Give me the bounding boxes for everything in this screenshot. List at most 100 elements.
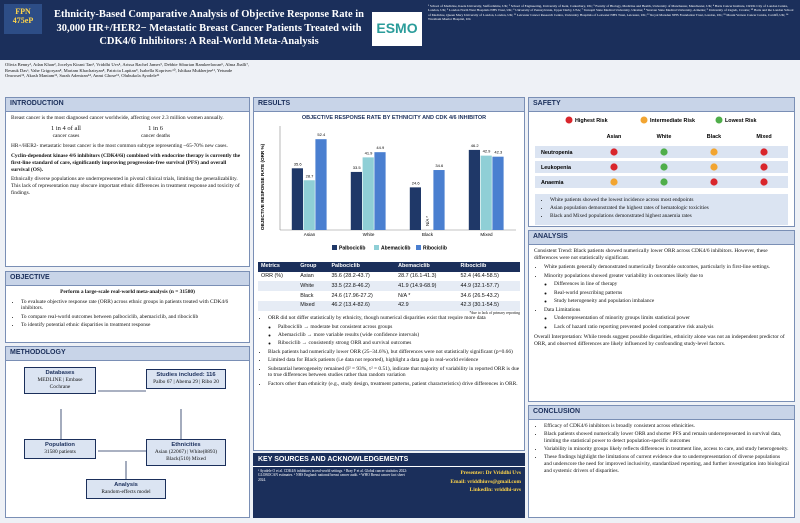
- affiliations: ¹ School of Medicine, Keele University, …: [428, 4, 794, 22]
- paragraph: Perform a large-scale real-world meta-an…: [60, 288, 195, 295]
- bar: [409, 187, 421, 230]
- list-item: ORR did not differ statistically by ethn…: [268, 315, 520, 322]
- presenter: Presenter: Dr Vriddhi Uvs: [460, 470, 521, 476]
- box: Studies included: 116 Palbo 67 | Abema 29…: [146, 369, 226, 389]
- table-cell: 24.6 (17.96-27.2): [331, 292, 373, 299]
- table-cell: [258, 281, 298, 291]
- paragraph: Cyclin-dependent kinase 4/6 inhibitors (…: [11, 153, 241, 173]
- safety-grid: Highest Risk Intermediate Risk Lowest Risk…: [535, 116, 788, 188]
- sources: KEY SOURCES AND ACKNOWLEDGEMENTS ¹ Ayode…: [253, 453, 525, 518]
- table-cell: White: [297, 281, 329, 291]
- column-header: White: [657, 134, 672, 140]
- table-cell: Black: [300, 292, 314, 299]
- row-label: Leukopenia: [541, 165, 572, 171]
- risk-dot: [610, 163, 618, 171]
- value-label: 24.6: [412, 180, 421, 185]
- value-label: 35.6: [294, 161, 303, 166]
- header: FPN 475eP Ethnicity-Based Comparative Ana…: [0, 0, 800, 60]
- list-item: To identify potential ethnic disparities…: [21, 322, 244, 329]
- table-cell: 44.9 (32.1-57.7): [457, 281, 520, 291]
- table-row: Black 24.6 (17.96-27.2) N/A * 34.6 (26.5-43…: [258, 291, 520, 301]
- value-label: 41.9: [365, 150, 374, 155]
- box-text: Palbo 67 | Abema 29 | Ribo 20: [153, 379, 219, 386]
- box: Population 31580 patients: [24, 439, 96, 459]
- value-label: 44.9: [376, 145, 385, 150]
- linkedin: LinkedIn: vriddhi-uvs: [469, 487, 521, 494]
- table-cell: Asian: [300, 273, 314, 279]
- table-cell: 42.9: [395, 300, 458, 311]
- row-label: Anaemia: [541, 180, 564, 186]
- box-title: Ethnicities: [171, 442, 201, 448]
- stat: 1 in 6 cancer deaths: [141, 125, 170, 140]
- legend-label: Ribociclib: [423, 245, 447, 251]
- x-tick-label: Asian: [304, 232, 316, 237]
- table-row: ORR (%) Asian 35.6 (28.2-43.7) 28.7 (16.1-4…: [258, 272, 520, 282]
- list-item: Limited data for Black patients (i.e dat…: [268, 357, 520, 364]
- bar: [468, 149, 480, 230]
- box-title: Analysis: [114, 482, 138, 488]
- table-cell: 28.7 (16.1-41.3): [398, 273, 437, 279]
- list: ORR did not differ statistically by ethn…: [258, 315, 520, 322]
- results: RESULTS OBJECTIVE RESPONSE RATE BY ETHNI…: [253, 97, 525, 451]
- table-cell: Mixed: [297, 300, 329, 311]
- box-text: Random-effects model: [101, 489, 151, 496]
- objective: OBJECTIVE Perform a large-scale real-wor…: [5, 271, 250, 343]
- authors: Olivia Benny¹, Adan Khan², Jocelyn Kiran…: [5, 62, 250, 79]
- list-item: To evaluate objective response rate (ORR…: [21, 299, 244, 313]
- legend-swatch: [332, 244, 337, 250]
- section-heading: SAFETY: [529, 98, 794, 112]
- table-header: Metrics Group Palbociclib Abemaciclib Riboci…: [258, 261, 520, 272]
- value-label: 42.3: [494, 149, 503, 154]
- section-heading: METHODOLOGY: [6, 347, 249, 361]
- list-item: Substantial heterogeneity remained (I² =…: [268, 366, 520, 380]
- table-cell: ORR (%): [261, 273, 283, 279]
- bar: [492, 156, 504, 230]
- paragraph: Consistent Trend: Black patients showed …: [534, 247, 768, 261]
- list: Efficacy of CDK4/6 inhibitors is broadly…: [534, 423, 789, 475]
- column-header: Ribociclib: [457, 261, 520, 272]
- x-tick-label: White: [363, 232, 375, 237]
- box-text: MEDLINE | Embase Cochrane: [37, 377, 83, 390]
- column-header: Group: [297, 261, 329, 272]
- list-item: Abemaciclib → more variable results (wid…: [278, 332, 520, 339]
- legend-dot: [640, 116, 648, 124]
- legend-label: Abemaciclib: [381, 245, 410, 251]
- bar: [291, 168, 303, 230]
- legend-label: Palbociclib: [339, 245, 365, 251]
- table-cell: 35.6 (28.2-43.7): [331, 273, 370, 279]
- risk-dot: [610, 178, 618, 186]
- table-cell: 41.9 (14.9-68.9): [395, 281, 458, 291]
- y-axis-label: OBJECTIVE RESPONSE RATE (ORR %): [260, 143, 265, 230]
- list-item: White patients showed the lowest inciden…: [550, 197, 783, 204]
- list-item: Efficacy of CDK4/6 inhibitors is broadly…: [544, 423, 789, 430]
- paragraph: Breast cancer is the most diagnosed canc…: [11, 114, 224, 121]
- column-header: Palbociclib: [328, 261, 396, 272]
- title: Ethnicity-Based Comparative Analysis of …: [53, 9, 365, 48]
- list-item: Lack of hazard ratio reporting prevented…: [554, 324, 789, 331]
- analysis: ANALYSIS Consistent Trend: Black patient…: [528, 230, 795, 402]
- value-label: 52.4: [317, 132, 326, 137]
- value-label: 28.7: [306, 173, 315, 178]
- table-row: White 33.5 (22.8-46.2) 41.9 (14.9-68.9) 44.…: [258, 281, 520, 291]
- value-label: 33.5: [353, 165, 362, 170]
- section-heading: CONCLUSION: [529, 406, 794, 420]
- logo: ESMO: [372, 12, 422, 46]
- bar: [350, 171, 362, 230]
- list: To evaluate objective response rate (ORR…: [11, 299, 244, 329]
- list: Differences in line of therapy Real-world…: [534, 281, 789, 304]
- list: Black patients had numerically lower ORR…: [258, 349, 520, 387]
- section-heading: KEY SOURCES AND ACKNOWLEDGEMENTS: [253, 453, 525, 467]
- table-cell: [258, 291, 297, 301]
- stat-small: cancer deaths: [140, 132, 171, 139]
- paragraph: Overall Interpretation: While trends sug…: [534, 334, 785, 347]
- column-header: Mixed: [756, 134, 771, 140]
- results-table: Metrics Group Palbociclib Abemaciclib Riboci…: [258, 261, 520, 311]
- methodology: METHODOLOGY Databases MEDLINE | Embase Co…: [5, 346, 250, 518]
- introduction: INTRODUCTION Breast cancer is the most d…: [5, 97, 250, 267]
- box: Ethnicities Asian (22067) | White(8893) B…: [146, 439, 226, 466]
- risk-dot: [760, 178, 768, 186]
- chart-title: OBJECTIVE RESPONSE RATE BY ETHNICITY AND…: [302, 115, 486, 121]
- box-text: Asian (22067) | White(8893) Black(510) M…: [154, 449, 218, 462]
- stat-small: cancer cases: [52, 132, 80, 139]
